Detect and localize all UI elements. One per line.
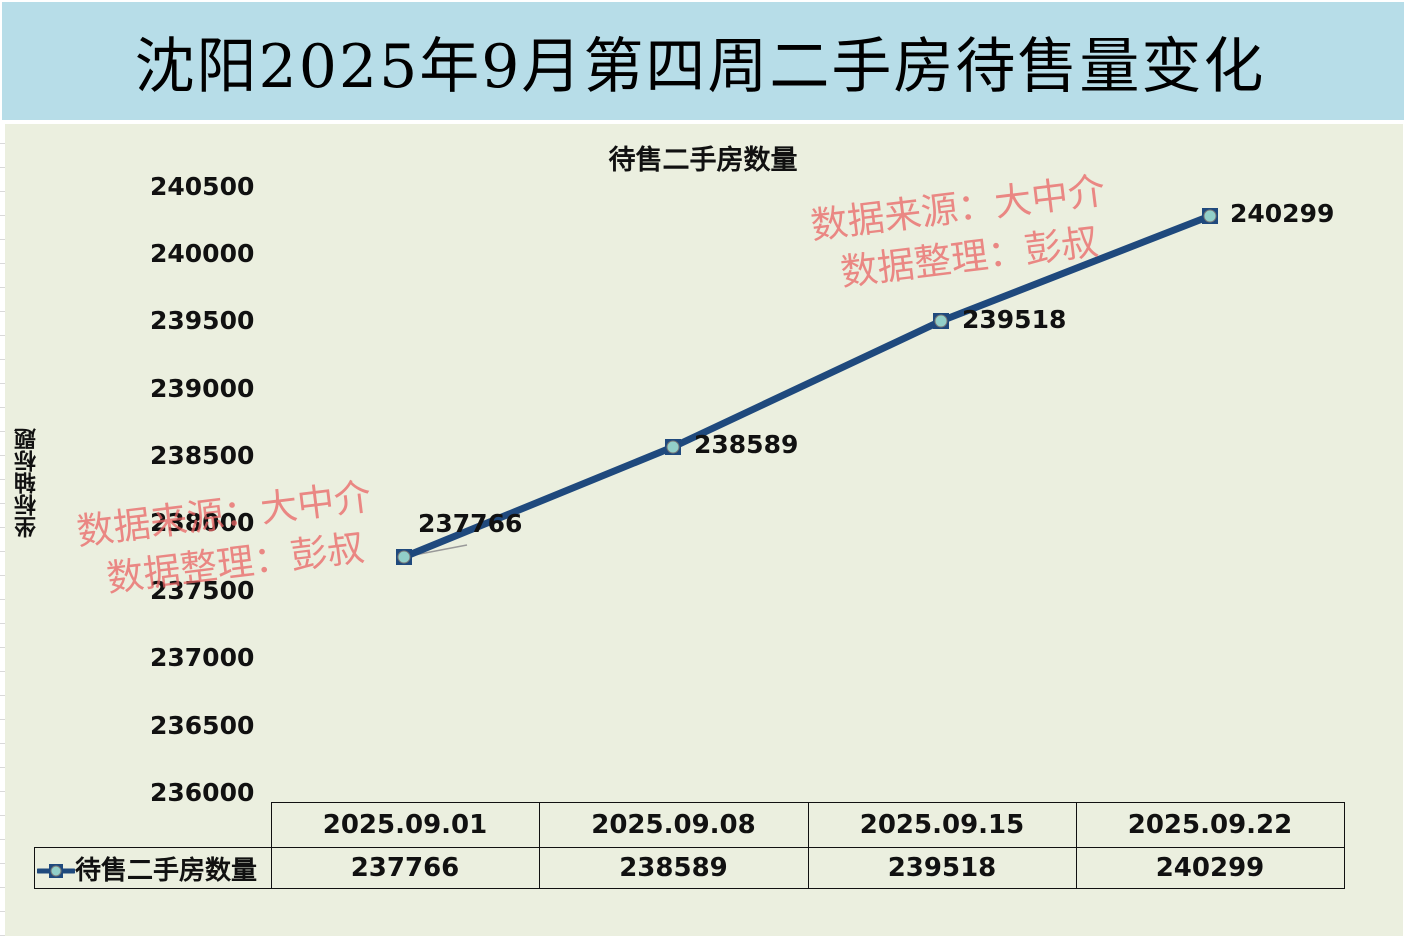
chart-area[interactable] <box>5 124 1403 936</box>
legend-entry[interactable]: 待售二手房数量 <box>34 847 272 889</box>
data-table-date: 2025.09.22 <box>1075 802 1345 848</box>
y-tick: 239500 <box>150 306 255 335</box>
data-marker[interactable] <box>396 549 412 565</box>
y-tick: 237000 <box>150 643 255 672</box>
title-banner: 沈阳2025年9月第四周二手房待售量变化 <box>2 2 1404 120</box>
data-table: 2025.09.01 2025.09.08 2025.09.15 2025.09… <box>34 802 1345 889</box>
data-table-corner <box>34 802 272 848</box>
data-marker[interactable] <box>933 313 949 329</box>
page-title: 沈阳2025年9月第四周二手房待售量变化 <box>134 31 1266 102</box>
data-table-row: 待售二手房数量 237766 238589 239518 240299 <box>34 847 1345 889</box>
data-table-date: 2025.09.08 <box>538 802 809 848</box>
spreadsheet-gridlines <box>0 120 5 939</box>
y-tick: 237500 <box>150 576 255 605</box>
data-table-date: 2025.09.15 <box>807 802 1077 848</box>
y-tick: 240000 <box>150 239 255 268</box>
data-table-value: 239518 <box>807 847 1077 889</box>
y-tick: 238500 <box>150 441 255 470</box>
y-tick: 236500 <box>150 711 255 740</box>
y-tick: 239000 <box>150 374 255 403</box>
data-label: 240299 <box>1230 199 1335 228</box>
data-label: 237766 <box>418 509 523 538</box>
y-tick: 238000 <box>150 508 255 537</box>
data-marker[interactable] <box>665 439 681 455</box>
data-table-header-row: 2025.09.01 2025.09.08 2025.09.15 2025.09… <box>34 802 1345 848</box>
legend-line-marker-icon <box>37 861 75 881</box>
data-markers <box>396 208 1218 565</box>
data-table-value: 240299 <box>1075 847 1345 889</box>
data-label: 238589 <box>694 430 799 459</box>
data-table-date: 2025.09.01 <box>270 802 540 848</box>
series-line[interactable] <box>402 212 1212 561</box>
data-table-value: 237766 <box>270 847 540 889</box>
data-label: 239518 <box>962 305 1067 334</box>
data-marker[interactable] <box>1202 208 1218 224</box>
y-tick: 236000 <box>150 778 255 807</box>
chart-title: 待售二手房数量 <box>608 145 798 176</box>
legend-label: 待售二手房数量 <box>75 855 258 886</box>
y-tick: 240500 <box>150 172 255 201</box>
data-table-value: 238589 <box>538 847 809 889</box>
